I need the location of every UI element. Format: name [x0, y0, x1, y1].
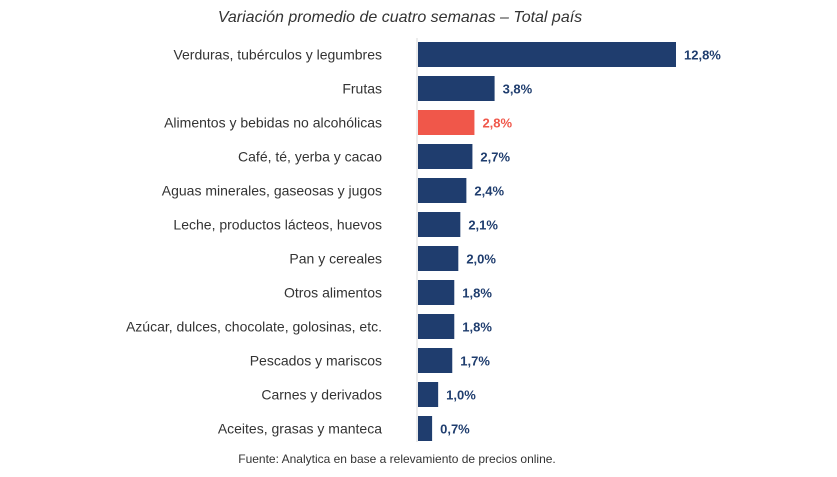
category-label: Pescados y mariscos	[250, 353, 382, 369]
value-label: 3,8%	[503, 82, 533, 97]
value-label: 12,8%	[684, 48, 721, 63]
chart-title: Variación promedio de cuatro semanas – T…	[218, 9, 582, 26]
bar	[418, 348, 453, 373]
bar	[418, 382, 439, 407]
category-label: Café, té, yerba y cacao	[238, 149, 382, 165]
category-label: Alimentos y bebidas no alcohólicas	[164, 115, 382, 131]
value-label: 1,8%	[462, 320, 492, 335]
bar-highlight	[418, 110, 475, 135]
category-label: Leche, productos lácteos, huevos	[173, 217, 382, 233]
category-label: Carnes y derivados	[261, 387, 382, 403]
value-label: 2,7%	[480, 150, 510, 165]
category-label: Otros alimentos	[284, 285, 382, 301]
bar	[418, 212, 461, 237]
category-label: Aceites, grasas y manteca	[218, 421, 382, 437]
bar	[418, 144, 473, 169]
category-label: Azúcar, dulces, chocolate, golosinas, et…	[126, 319, 382, 335]
bar	[418, 76, 495, 101]
value-label: 0,7%	[440, 422, 470, 437]
value-label: 2,4%	[474, 184, 504, 199]
bars-layer: Verduras, tubérculos y legumbres 12,8% Fru…	[126, 42, 721, 441]
bar	[418, 416, 433, 441]
category-label: Frutas	[342, 81, 382, 97]
value-label: 2,8%	[482, 116, 512, 131]
value-label: 1,0%	[446, 388, 476, 403]
bar	[418, 246, 459, 271]
value-label: 2,0%	[466, 252, 496, 267]
chart-source: Fuente: Analytica en base a relevamiento…	[238, 452, 556, 466]
category-label: Verduras, tubérculos y legumbres	[173, 47, 382, 63]
bar	[418, 178, 467, 203]
category-label: Aguas minerales, gaseosas y jugos	[162, 183, 382, 199]
value-label: 1,7%	[460, 354, 490, 369]
category-label: Pan y cereales	[289, 251, 382, 267]
value-label: 1,8%	[462, 286, 492, 301]
value-label: 2,1%	[468, 218, 498, 233]
bar	[418, 314, 455, 339]
bar	[418, 280, 455, 305]
bar	[418, 42, 676, 67]
